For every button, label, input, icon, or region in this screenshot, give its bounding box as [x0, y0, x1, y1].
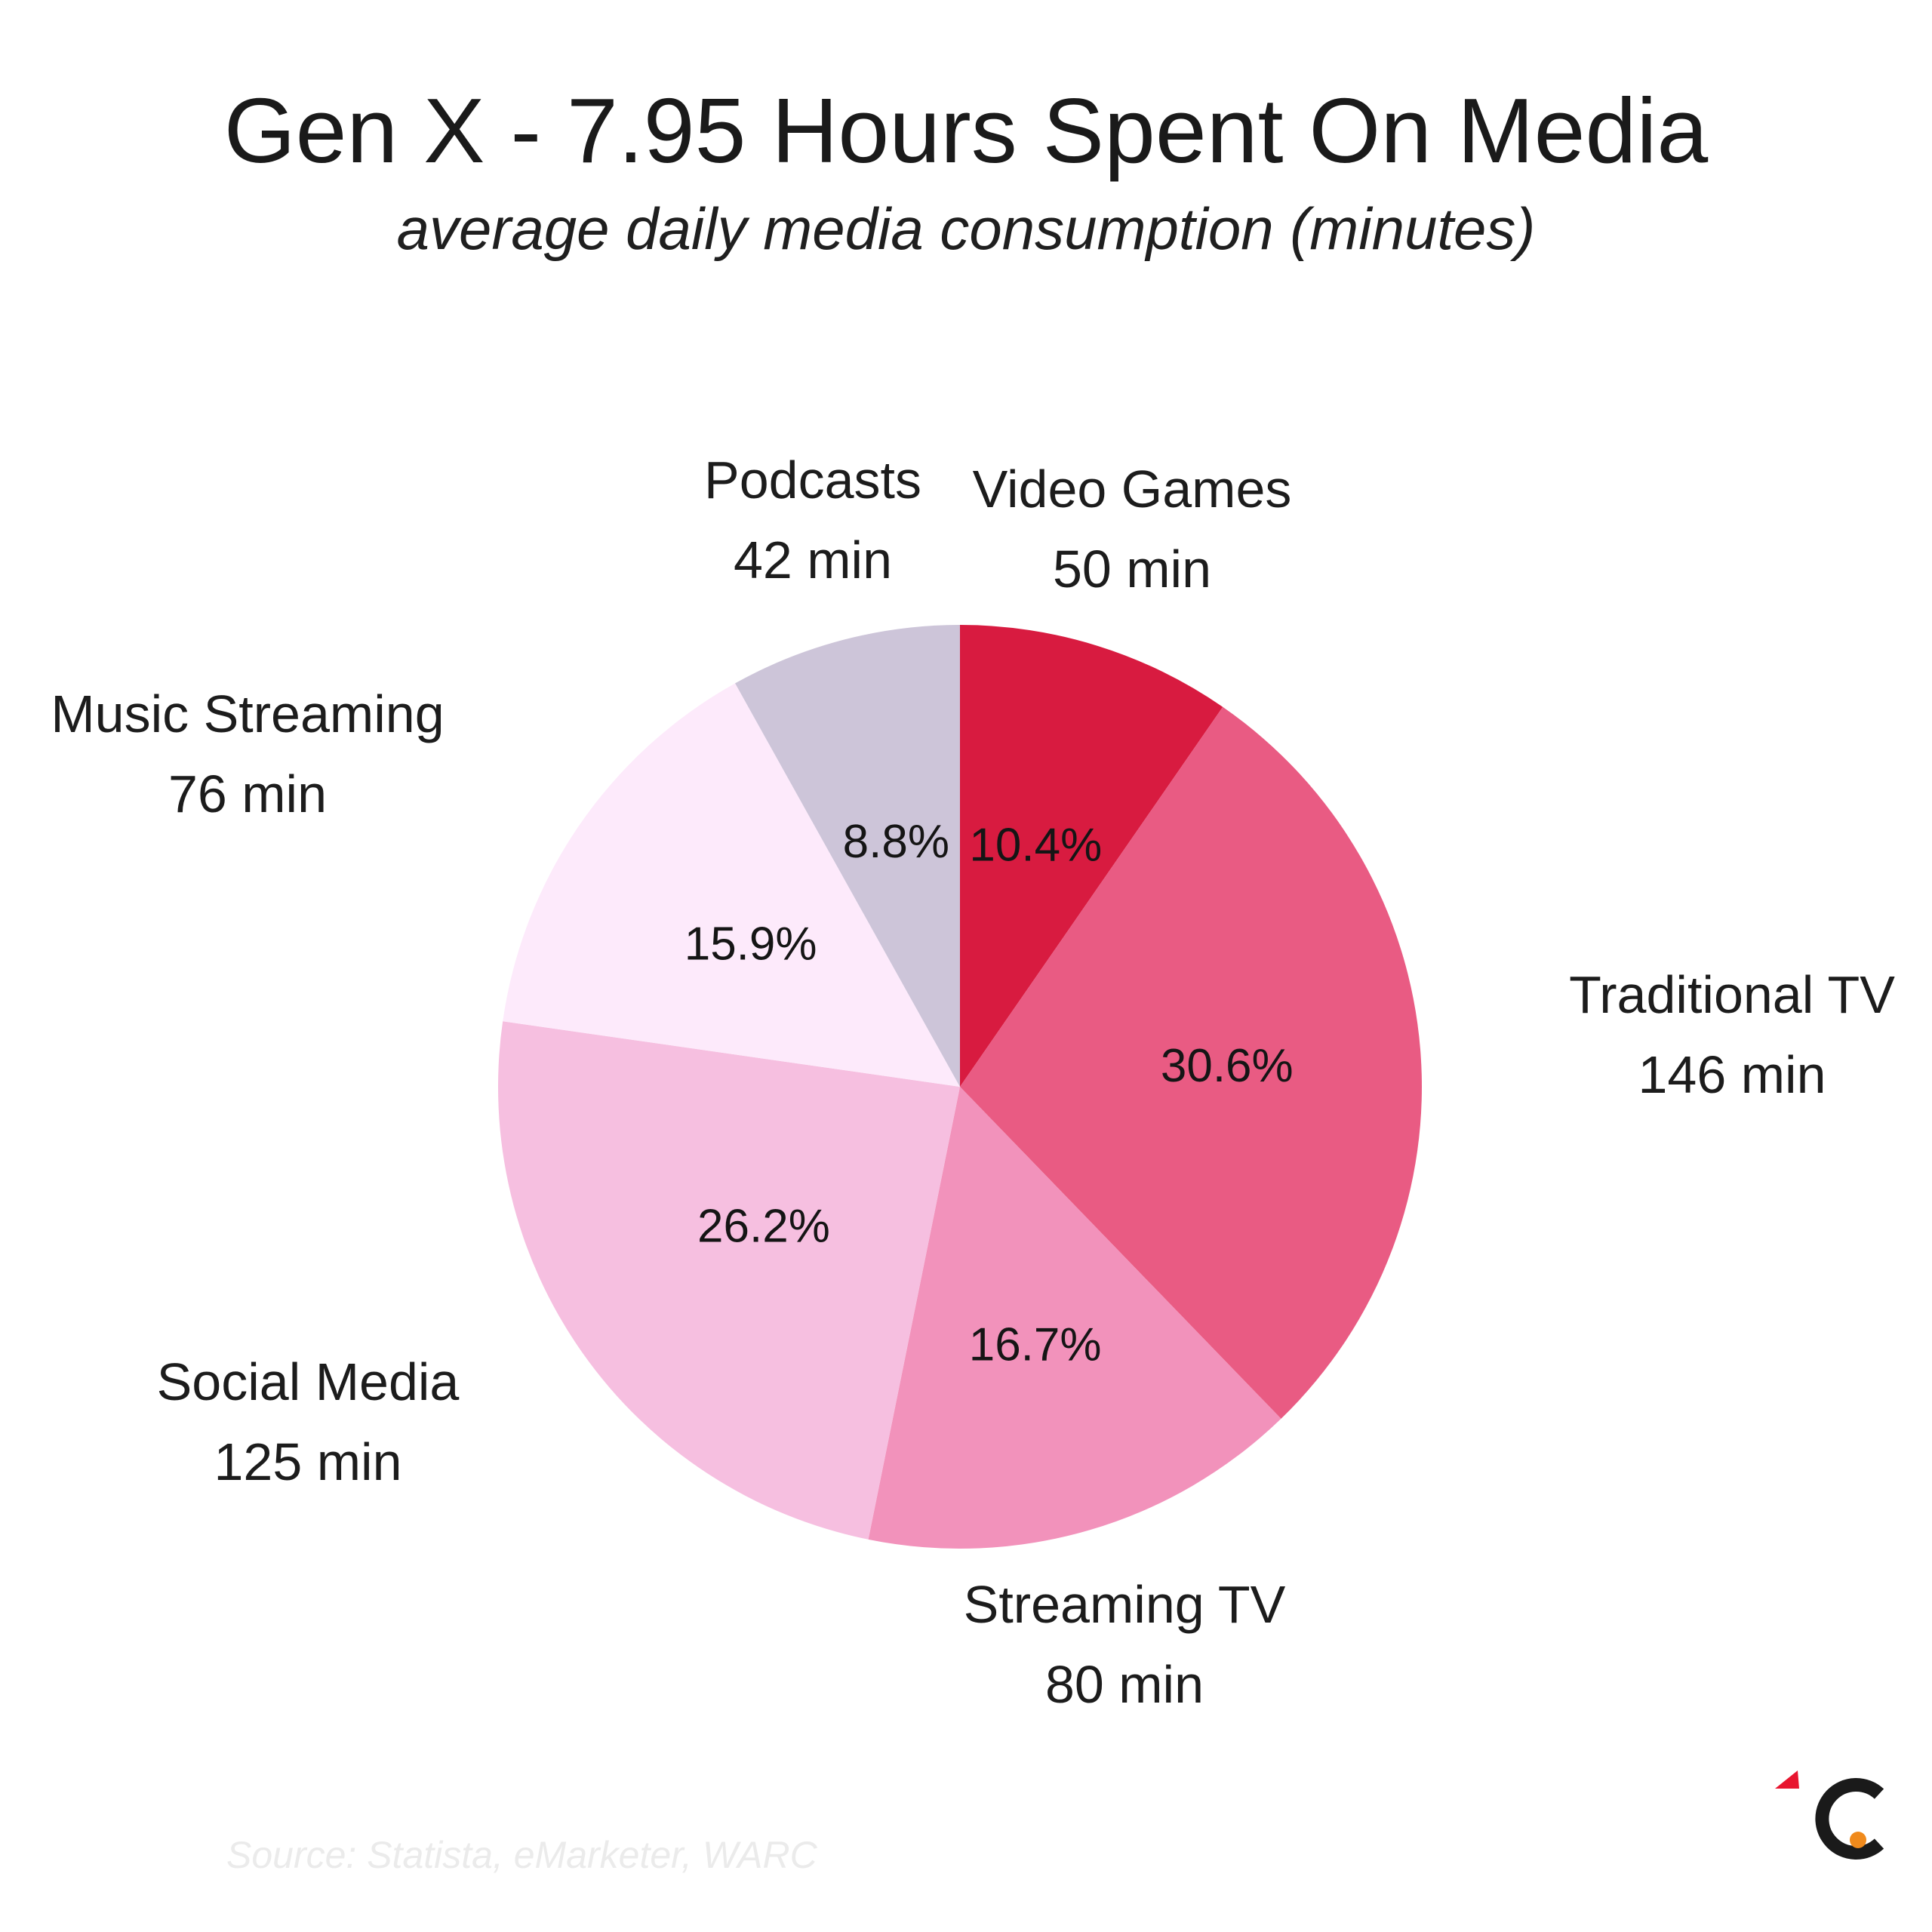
percent-label: 26.2% [697, 1200, 830, 1252]
percent-label: 30.6% [1161, 1040, 1294, 1092]
percent-label: 8.8% [843, 816, 949, 868]
category-labels: Video Games 50 min Traditional TV 146 min St… [51, 451, 1895, 1714]
category-name-label: Streaming TV [964, 1575, 1286, 1634]
percent-label: 15.9% [685, 918, 817, 970]
chart-subtitle: average daily media consumption (minutes… [397, 195, 1536, 262]
category-minutes-label: 125 min [214, 1432, 401, 1491]
percent-labels: 10.4% 30.6% 16.7% 26.2% 15.9% 8.8% [685, 816, 1294, 1371]
category-name-label: Music Streaming [51, 685, 444, 743]
pie-slice-streaming-tv [868, 1087, 1281, 1549]
category-name-label: Social Media [157, 1352, 460, 1411]
category-minutes-label: 76 min [168, 764, 327, 823]
category-name-label: Podcasts [704, 451, 921, 509]
category-minutes-label: 50 min [1053, 540, 1211, 598]
pie-slice-traditional-tv [960, 706, 1423, 1419]
pie-slices [497, 625, 1423, 1549]
category-minutes-label: 42 min [734, 531, 892, 589]
category-name-label: Video Games [973, 460, 1292, 518]
c-logo-icon [1775, 1770, 1884, 1860]
pie-slice-music-streaming [503, 683, 960, 1087]
percent-label: 10.4% [969, 820, 1102, 872]
pie-slice-social-media [497, 1021, 960, 1540]
pie-slice-podcasts [735, 625, 960, 1087]
pie-slice-video-games [960, 625, 1223, 1087]
category-minutes-label: 80 min [1045, 1655, 1204, 1714]
category-name-label: Traditional TV [1569, 965, 1895, 1024]
category-minutes-label: 146 min [1638, 1045, 1826, 1104]
percent-label: 16.7% [969, 1319, 1102, 1371]
source-note: Source: Statista, eMarketer, WARC [226, 1834, 818, 1876]
chart-title: Gen X - 7.95 Hours Spent On Media [224, 79, 1709, 182]
